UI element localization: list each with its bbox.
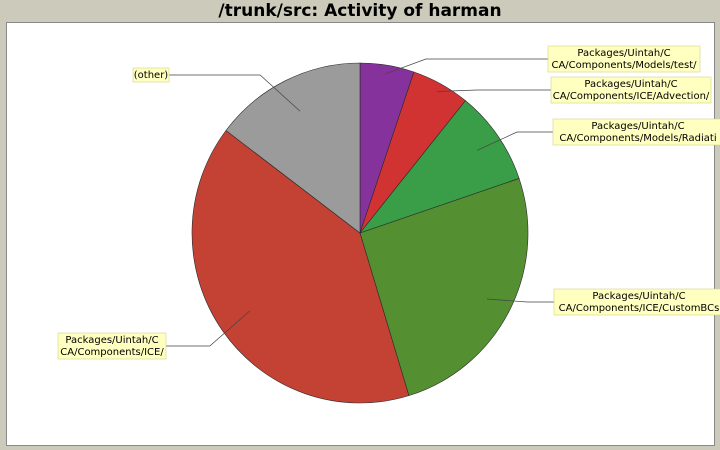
label-text: Packages/Uintah/C xyxy=(584,79,677,90)
label-box xyxy=(547,45,701,73)
label-leader-line xyxy=(166,310,251,347)
slice-label-5: (other) xyxy=(132,67,301,112)
slice-label-4: Packages/Uintah/CCA/Components/ICE/ xyxy=(57,310,251,360)
pie-slice-5 xyxy=(225,62,361,234)
label-leader-line xyxy=(476,131,553,151)
label-text: Packages/Uintah/C xyxy=(591,121,684,132)
label-box xyxy=(57,332,167,360)
label-text: CA/Components/Models/Radiati xyxy=(559,133,716,144)
label-text: CA/Components/ICE/ xyxy=(60,347,164,358)
label-text: CA/Components/ICE/Advection/ xyxy=(553,91,710,102)
label-text: CA/Components/ICE/CustomBCs xyxy=(559,303,720,314)
pie-slice-3 xyxy=(359,178,529,397)
label-box xyxy=(552,118,720,146)
label-text: CA/Components/Models/test/ xyxy=(551,60,697,71)
slice-label-0: Packages/Uintah/CCA/Components/Models/te… xyxy=(385,45,701,74)
label-leader-line xyxy=(436,89,551,92)
label-text: Packages/Uintah/C xyxy=(65,335,158,346)
label-text: Packages/Uintah/C xyxy=(577,48,670,59)
slice-label-1: Packages/Uintah/CCA/Components/ICE/Advec… xyxy=(436,76,712,104)
pie-slice-2 xyxy=(359,100,520,234)
label-box xyxy=(132,67,170,83)
label-text: Packages/Uintah/C xyxy=(592,291,685,302)
label-leader-line xyxy=(169,74,301,112)
slice-label-2: Packages/Uintah/CCA/Components/Models/Ra… xyxy=(476,118,720,151)
label-leader-line xyxy=(385,58,548,74)
label-box xyxy=(553,288,720,316)
label-box xyxy=(550,76,712,104)
pie-slice-4 xyxy=(191,130,410,404)
label-text: (other) xyxy=(134,70,169,81)
label-leader-line xyxy=(487,298,554,303)
chart-title: /trunk/src: Activity of harman xyxy=(218,1,502,21)
slice-label-3: Packages/Uintah/CCA/Components/ICE/Custo… xyxy=(487,288,720,316)
